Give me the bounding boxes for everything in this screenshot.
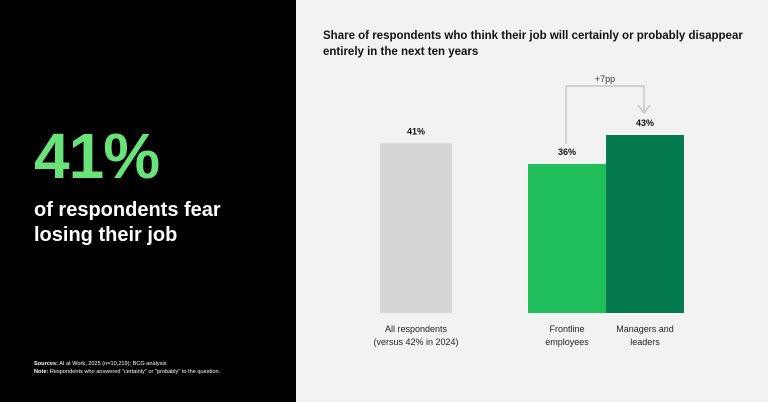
value-label-frontline-employees: 36% (558, 147, 576, 157)
category-label-all-respondents: All respondents (385, 324, 448, 334)
arrow-down-icon (637, 104, 651, 114)
value-label-all-respondents: 41% (407, 126, 425, 136)
bar-all-respondents (380, 143, 452, 313)
note-label: Note: (34, 369, 49, 375)
headline-subtitle: of respondents fear losing their job (34, 199, 221, 246)
bar-chart: 41% All respondents (versus 42% in 2024) 36… (373, 74, 684, 347)
bar-frontline-employees (528, 163, 606, 313)
difference-bracket (565, 85, 645, 144)
category-label-frontline-employees: Frontline (549, 324, 584, 334)
sources-text: AI at Work, 2025 (n=10,219); BCG analysi… (59, 361, 167, 367)
sources-label: Sources: (34, 361, 58, 367)
headline-stat: 41% (34, 120, 160, 192)
sources-note: Sources: AI at Work, 2025 (n=10,219); BC… (34, 360, 289, 376)
category-label-all-respondents: (versus 42% in 2024) (373, 337, 458, 347)
category-label-managers-and-leaders: leaders (630, 337, 660, 347)
category-label-managers-and-leaders: Managers and (616, 324, 674, 334)
chart-panel: Share of respondents who think their job… (296, 0, 768, 402)
bar-managers-and-leaders (606, 135, 684, 313)
left-panel: 41% of respondents fear losing their job… (0, 0, 296, 402)
category-label-frontline-employees: employees (545, 337, 589, 347)
chart-title: Share of respondents who think their job… (323, 30, 743, 58)
note-text: Respondents who answered "certainly" or … (49, 369, 221, 375)
difference-annotation: +7pp (595, 74, 615, 84)
value-label-managers-and-leaders: 43% (636, 118, 654, 128)
